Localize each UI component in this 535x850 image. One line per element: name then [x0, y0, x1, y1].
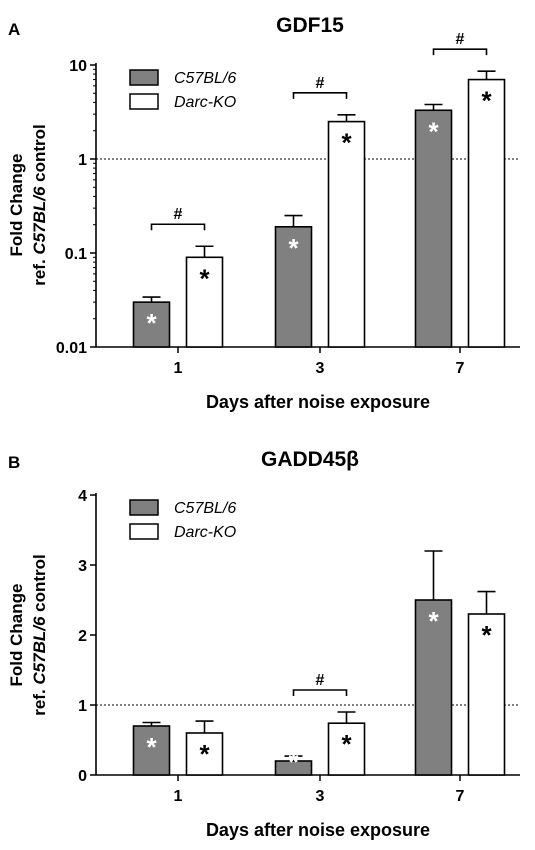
significance-star: * — [288, 233, 299, 263]
bar — [327, 120, 366, 348]
bar — [467, 78, 506, 348]
y-tick-label: 2 — [78, 628, 87, 645]
y-axis-label-suffix: control — [30, 554, 49, 616]
legend-label: Darc-KO — [174, 94, 236, 111]
significance-star: * — [341, 729, 352, 759]
significance-bracket — [432, 48, 488, 56]
panel-letter: B — [8, 453, 20, 472]
legend-label: C57BL/6 — [174, 70, 236, 87]
chart-title: GADD45β — [261, 448, 359, 471]
bar — [274, 225, 313, 348]
chart-title: GDF15 — [276, 14, 344, 37]
y-tick-label: 4 — [78, 488, 87, 505]
x-tick-label: 1 — [174, 788, 183, 805]
legend-label: C57BL/6 — [174, 500, 236, 517]
x-tick-label: 7 — [456, 360, 465, 377]
significance-star: * — [146, 732, 157, 762]
legend-label: Darc-KO — [174, 524, 236, 541]
bar — [274, 760, 313, 776]
y-axis-label-line1: Fold Change — [7, 154, 26, 257]
significance-star: * — [199, 263, 210, 293]
panel-letter: A — [8, 20, 20, 39]
significance-star: * — [341, 128, 352, 158]
legend-swatch — [129, 523, 159, 540]
y-axis-label-line2: ref. C57BL/6 control — [30, 124, 49, 286]
legend-swatch — [129, 499, 159, 516]
bar — [414, 109, 453, 348]
y-axis-label-strain: C57BL/6 — [30, 186, 49, 255]
bar — [185, 256, 224, 348]
x-axis-label: Days after noise exposure — [206, 392, 430, 412]
bar — [132, 725, 171, 776]
y-axis-label-line2: ref. C57BL/6 control — [30, 554, 49, 716]
y-tick-label: 1 — [78, 698, 87, 715]
significance-hash: # — [174, 206, 183, 223]
legend-swatch — [129, 93, 159, 110]
bar — [327, 722, 366, 776]
y-tick-label: 3 — [78, 558, 87, 575]
significance-star: * — [428, 116, 439, 146]
significance-star: * — [199, 739, 210, 769]
significance-star: * — [288, 747, 299, 777]
bar — [132, 301, 171, 348]
y-axis-label-line1: Fold Change — [7, 584, 26, 687]
bar — [414, 599, 453, 776]
significance-star: * — [481, 86, 492, 116]
significance-hash: # — [316, 75, 325, 92]
y-tick-label: 0.01 — [56, 340, 87, 357]
bar — [185, 732, 224, 776]
x-tick-label: 1 — [174, 360, 183, 377]
y-tick-label: 0.1 — [65, 246, 87, 263]
significance-bracket — [292, 92, 348, 99]
y-axis-label-suffix: control — [30, 124, 49, 186]
x-tick-label: 3 — [316, 360, 325, 377]
significance-star: * — [481, 620, 492, 650]
y-tick-label: 10 — [69, 58, 87, 75]
legend-swatch — [129, 69, 159, 86]
y-axis-label-prefix: ref. — [30, 685, 49, 716]
y-tick-label: 0 — [78, 768, 87, 785]
significance-star: * — [428, 606, 439, 636]
x-tick-label: 3 — [316, 788, 325, 805]
significance-bracket — [150, 223, 206, 231]
bar — [467, 613, 506, 776]
x-tick-label: 7 — [456, 788, 465, 805]
y-axis-label-prefix: ref. — [30, 255, 49, 286]
y-axis-label-strain: C57BL/6 — [30, 616, 49, 685]
significance-hash: # — [456, 31, 465, 48]
y-tick-label: 1 — [78, 152, 87, 169]
significance-star: * — [146, 308, 157, 338]
x-axis-label: Days after noise exposure — [206, 820, 430, 840]
significance-bracket — [292, 689, 348, 696]
significance-hash: # — [316, 672, 325, 689]
